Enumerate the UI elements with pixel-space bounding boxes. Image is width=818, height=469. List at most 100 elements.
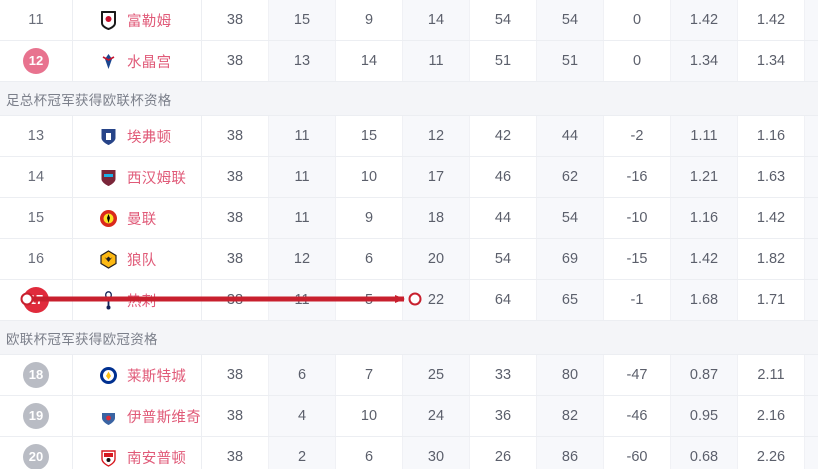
rank-cell: 20 xyxy=(0,436,73,469)
stat-cell-gd: -1 xyxy=(603,279,671,321)
stat-cell-gf: 33 xyxy=(469,354,537,396)
team-name-link[interactable]: 莱斯特城 xyxy=(127,368,187,385)
team-name-link[interactable]: 狼队 xyxy=(127,252,157,269)
stat-cell-lost: 24 xyxy=(402,395,470,437)
team-name-link[interactable]: 水晶宫 xyxy=(127,54,172,71)
team-name-link[interactable]: 富勒姆 xyxy=(127,13,172,30)
rank-cell: 19 xyxy=(0,395,73,437)
west-ham-crest-icon xyxy=(99,168,118,187)
stat-cell-played: 38 xyxy=(201,279,269,321)
team-cell-inner: 西汉姆联 xyxy=(73,157,201,197)
stat-cell-ga-avg: 2.16 xyxy=(737,395,805,437)
team-cell[interactable]: 曼联 xyxy=(72,197,202,239)
stat-cell-drawn: 5 xyxy=(335,279,403,321)
stat-cell-ga: 65 xyxy=(536,279,604,321)
team-cell[interactable]: 狼队 xyxy=(72,238,202,280)
stat-cell-ga: 51 xyxy=(536,40,604,82)
stat-cell-ga-avg: 1.34 xyxy=(737,40,805,82)
stat-cell-gf: 46 xyxy=(469,156,537,198)
everton-crest-icon xyxy=(99,127,118,146)
rank-badge-gray: 20 xyxy=(23,444,49,469)
southampton-crest-icon xyxy=(99,448,118,467)
stat-cell-lost: 14 xyxy=(402,0,470,41)
wolves-crest-icon xyxy=(99,249,118,269)
team-cell[interactable]: 富勒姆 xyxy=(72,0,202,41)
stat-cell-ga-avg: 1.71 xyxy=(737,279,805,321)
stat-cell-ga-avg: 2.26 xyxy=(737,436,805,469)
ipswich-crest-icon xyxy=(99,407,118,426)
team-cell[interactable]: 埃弗顿 xyxy=(72,115,202,157)
tottenham-crest-icon xyxy=(99,290,118,310)
rank-number: 15 xyxy=(27,210,45,226)
rank-badge-red: 17 xyxy=(23,287,49,313)
team-cell[interactable]: 莱斯特城 xyxy=(72,354,202,396)
team-cell[interactable]: 水晶宫 xyxy=(72,40,202,82)
team-name-link[interactable]: 伊普斯维奇 xyxy=(127,409,201,426)
team-cell-inner: 富勒姆 xyxy=(73,0,201,40)
stat-cell-gd-avg: 0 xyxy=(804,40,818,82)
stat-cell-ga: 54 xyxy=(536,197,604,239)
stat-cell-played: 38 xyxy=(201,238,269,280)
stat-cell-ga: 62 xyxy=(536,156,604,198)
qualification-note-text: 足总杯冠军获得欧联杯资格 xyxy=(0,81,818,116)
rank-badge-gray: 19 xyxy=(23,403,49,429)
stat-cell-won: 2 xyxy=(268,436,336,469)
rank-cell: 13 xyxy=(0,115,73,157)
stat-cell-gd-avg: -0.03 xyxy=(804,279,818,321)
team-cell[interactable]: 西汉姆联 xyxy=(72,156,202,198)
stat-cell-gd-avg: -1.58 xyxy=(804,436,818,469)
team-name-link[interactable]: 埃弗顿 xyxy=(127,129,172,146)
stat-cell-ga-avg: 1.42 xyxy=(737,0,805,41)
qualification-note-text: 欧联杯冠军获得欧冠资格 xyxy=(0,320,818,355)
stat-cell-played: 38 xyxy=(201,0,269,41)
stat-cell-gf-avg: 1.42 xyxy=(670,238,738,280)
stat-cell-drawn: 9 xyxy=(335,197,403,239)
stat-cell-played: 38 xyxy=(201,156,269,198)
stat-cell-won: 4 xyxy=(268,395,336,437)
team-name-link[interactable]: 南安普顿 xyxy=(127,450,187,467)
stat-cell-ga-avg: 1.63 xyxy=(737,156,805,198)
stat-cell-gd: -2 xyxy=(603,115,671,157)
rank-badge-gray: 18 xyxy=(23,362,49,388)
team-cell[interactable]: 伊普斯维奇 xyxy=(72,395,202,437)
stat-cell-ga-avg: 1.82 xyxy=(737,238,805,280)
rank-cell: 16 xyxy=(0,238,73,280)
stat-cell-gf: 36 xyxy=(469,395,537,437)
team-name-link[interactable]: 西汉姆联 xyxy=(127,170,187,187)
stat-cell-gd-avg: -0.42 xyxy=(804,156,818,198)
rank-cell: 12 xyxy=(0,40,73,82)
stat-cell-ga-avg: 1.42 xyxy=(737,197,805,239)
team-name-link[interactable]: 热刺 xyxy=(127,293,157,310)
rank-number: 11 xyxy=(28,12,44,28)
stat-cell-played: 38 xyxy=(201,395,269,437)
team-cell[interactable]: 热刺 xyxy=(72,279,202,321)
stat-cell-gd-avg: -0.39 xyxy=(804,238,818,280)
stat-cell-gf: 42 xyxy=(469,115,537,157)
rank-cell: 17 xyxy=(0,279,73,321)
rank-number: 14 xyxy=(27,169,45,185)
rank-number: 16 xyxy=(27,251,45,267)
team-name-link[interactable]: 曼联 xyxy=(127,211,157,228)
team-cell[interactable]: 南安普顿 xyxy=(72,436,202,469)
stat-cell-gd-avg: -0.26 xyxy=(804,197,818,239)
team-cell-inner: 狼队 xyxy=(73,239,201,279)
stat-cell-won: 15 xyxy=(268,0,336,41)
stat-cell-won: 11 xyxy=(268,115,336,157)
team-cell-inner: 曼联 xyxy=(73,198,201,238)
stat-cell-gf-avg: 0.95 xyxy=(670,395,738,437)
stat-cell-ga-avg: 2.11 xyxy=(737,354,805,396)
stat-cell-lost: 12 xyxy=(402,115,470,157)
stat-cell-gf-avg: 1.42 xyxy=(670,0,738,41)
rank-badge-pink: 12 xyxy=(23,48,49,74)
team-cell-inner: 埃弗顿 xyxy=(73,116,201,156)
